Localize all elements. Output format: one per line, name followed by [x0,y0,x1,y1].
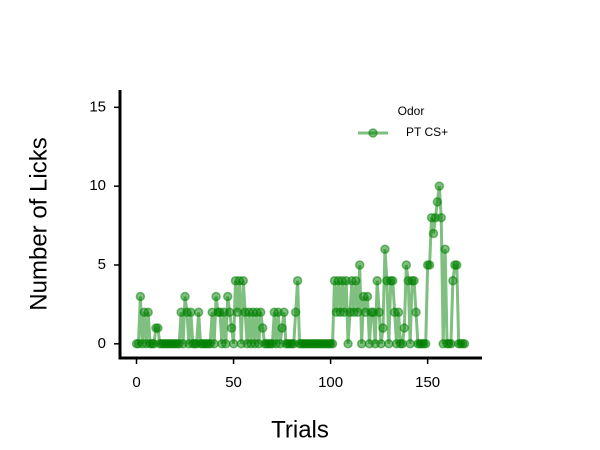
data-point [376,339,386,349]
data-point [446,339,456,349]
legend-marker [368,128,378,138]
data-point [327,339,338,349]
data-point [405,339,415,349]
data-point [186,307,196,318]
data-point [292,276,303,286]
data-point [353,307,363,318]
data-point [440,244,450,254]
data-point [221,339,231,349]
data-point [277,323,287,333]
x-tick-label: 100 [318,374,343,391]
data-point [459,339,470,349]
legend-title: Odor [398,104,425,118]
data-point [434,181,445,191]
data-point [384,339,394,349]
data-point [362,291,373,302]
data-point [452,260,462,270]
data-point [374,307,384,318]
data-point [420,339,431,349]
data-point [432,197,443,207]
data-point [209,339,219,349]
data-point [378,323,388,333]
data-point [411,307,421,318]
data-point [397,339,408,349]
data-point [135,291,146,302]
data-point [279,307,289,318]
data-point [255,307,266,318]
data-point [401,260,412,270]
y-tick-label: 15 [89,98,106,115]
data-point [380,244,390,254]
y-tick-label: 0 [98,335,106,352]
data-point [226,323,237,333]
data-point [211,291,221,302]
data-point [372,276,382,286]
legend-label: PT CS+ [406,125,448,139]
x-tick-label: 50 [225,374,242,391]
data-point [228,339,239,349]
data-point [393,307,404,318]
x-axis-label: Trials [271,416,329,443]
data-point [387,276,398,286]
data-point [428,228,439,239]
data-point [351,276,361,286]
data-point [232,307,243,318]
data-point [222,291,233,302]
data-point [448,276,458,286]
data-point [409,276,419,286]
data-point [143,307,153,318]
series-line [136,185,465,346]
data-point [290,307,301,318]
x-tick-label: 0 [132,374,140,391]
y-tick-label: 5 [98,256,106,273]
data-point [238,276,249,286]
data-point [180,291,190,302]
data-point [399,323,410,333]
y-axis-label: Number of Licks [25,137,52,310]
data-point [193,307,204,318]
data-point [153,323,163,333]
data-point [436,212,446,223]
data-point [424,260,435,270]
data-point [224,307,235,318]
y-tick-label: 10 [89,177,106,194]
x-tick-label: 150 [415,374,440,391]
data-point [257,323,268,333]
data-point [356,339,367,349]
data-point [343,339,353,349]
data-point [354,260,365,270]
